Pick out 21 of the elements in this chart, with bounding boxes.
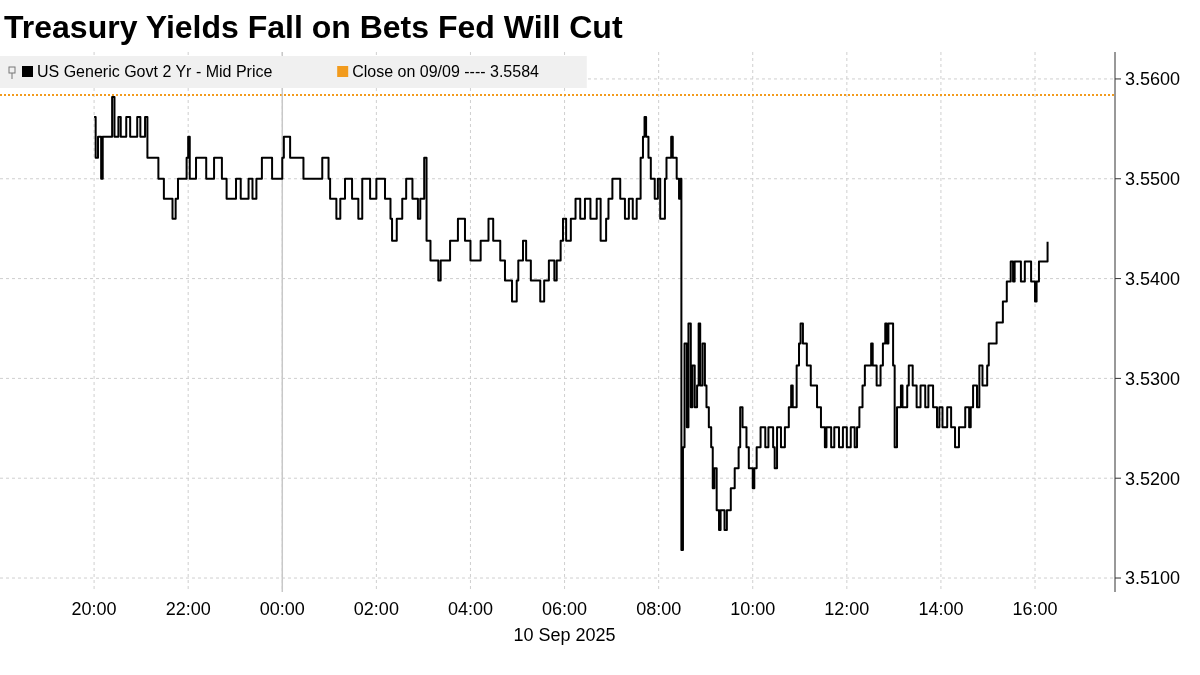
x-tick-label: 22:00 xyxy=(165,599,211,619)
y-tick-label: 3.5200 xyxy=(1125,468,1181,489)
legend-label: Close on 09/09 ---- 3.5584 xyxy=(352,63,540,80)
x-tick-label: 12:00 xyxy=(824,599,870,619)
y-tick-label: 3.5600 xyxy=(1125,69,1181,90)
x-tick-label: 16:00 xyxy=(1012,599,1058,619)
x-tick-label: 06:00 xyxy=(542,599,588,619)
y-tick-label: 3.5400 xyxy=(1125,268,1181,289)
x-tick-label: 14:00 xyxy=(918,599,964,619)
y-tick-label: 3.5100 xyxy=(1125,568,1181,589)
x-tick-label: 20:00 xyxy=(71,599,117,619)
x-tick-label: 10:00 xyxy=(730,599,776,619)
chart-title: Treasury Yields Fall on Bets Fed Will Cut xyxy=(4,9,623,45)
y-tick-label: 3.5500 xyxy=(1125,169,1181,190)
y-tick-label: 3.5300 xyxy=(1125,368,1181,389)
x-tick-label: 04:00 xyxy=(447,599,493,619)
x-tick-label: 02:00 xyxy=(353,599,399,619)
x-tick-label: 00:00 xyxy=(259,599,305,619)
legend-label: US Generic Govt 2 Yr - Mid Price xyxy=(37,63,273,80)
x-tick-label: 08:00 xyxy=(636,599,682,619)
x-axis-title: 10 Sep 2025 xyxy=(513,625,616,645)
